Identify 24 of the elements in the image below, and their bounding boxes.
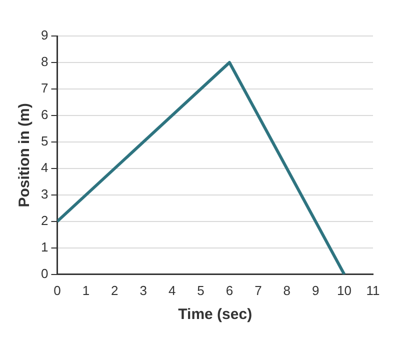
- y-tick-label: 1: [40, 239, 48, 254]
- x-tick-label: 11: [366, 282, 380, 298]
- x-tick-label: 9: [312, 282, 320, 298]
- y-tick-label: 9: [40, 28, 48, 43]
- x-tick-label: 5: [197, 282, 204, 298]
- y-tick-label: 2: [40, 213, 48, 228]
- x-tick-label: 0: [54, 282, 61, 298]
- y-tick-label: 0: [40, 266, 48, 281]
- x-tick-label: 10: [337, 282, 352, 298]
- x-tick-label: 4: [168, 282, 176, 298]
- y-axis-title: Position in (m): [16, 103, 34, 208]
- x-tick-label: 3: [140, 282, 147, 298]
- x-tick-label: 8: [283, 282, 290, 298]
- x-tick-label: 1: [82, 282, 90, 298]
- y-tick-label: 3: [40, 186, 48, 202]
- x-tick-label: 6: [226, 282, 234, 298]
- x-axis-title: Time (sec): [178, 306, 252, 324]
- y-tick-label: 7: [40, 80, 48, 96]
- y-tick-label: 6: [40, 107, 48, 122]
- x-tick-label: 2: [111, 282, 118, 298]
- y-tick-label: 5: [40, 134, 48, 149]
- y-tick-label: 8: [40, 54, 48, 70]
- y-tick-label: 4: [40, 160, 48, 176]
- x-tick-label: 7: [254, 282, 262, 298]
